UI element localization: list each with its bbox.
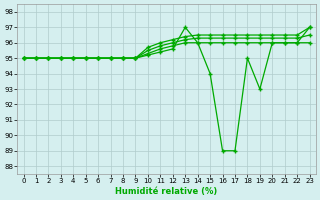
X-axis label: Humidité relative (%): Humidité relative (%) xyxy=(116,187,218,196)
